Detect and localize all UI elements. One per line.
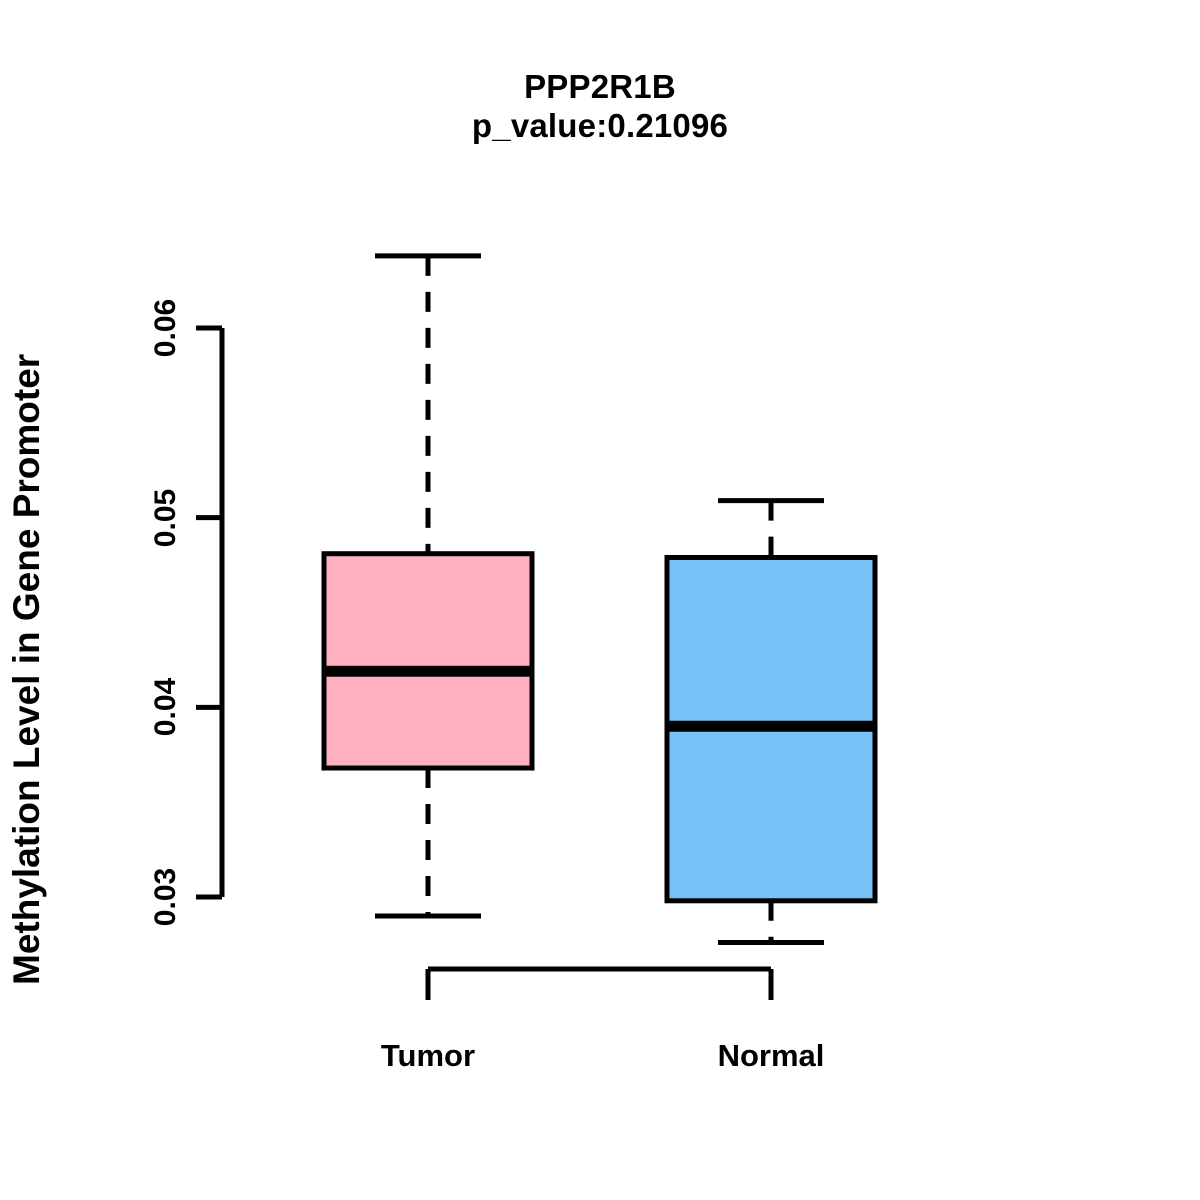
chart-title-block: PPP2R1B p_value:0.21096 — [0, 68, 1200, 146]
x-axis-tick-label-normal: Normal — [717, 1038, 825, 1073]
x-axis-tick-label-tumor: Tumor — [380, 1038, 476, 1073]
box-tumor[interactable] — [321, 551, 535, 771]
chart-title-pvalue: p_value:0.21096 — [471, 106, 729, 144]
chart-title-gene: PPP2R1B — [524, 68, 676, 105]
